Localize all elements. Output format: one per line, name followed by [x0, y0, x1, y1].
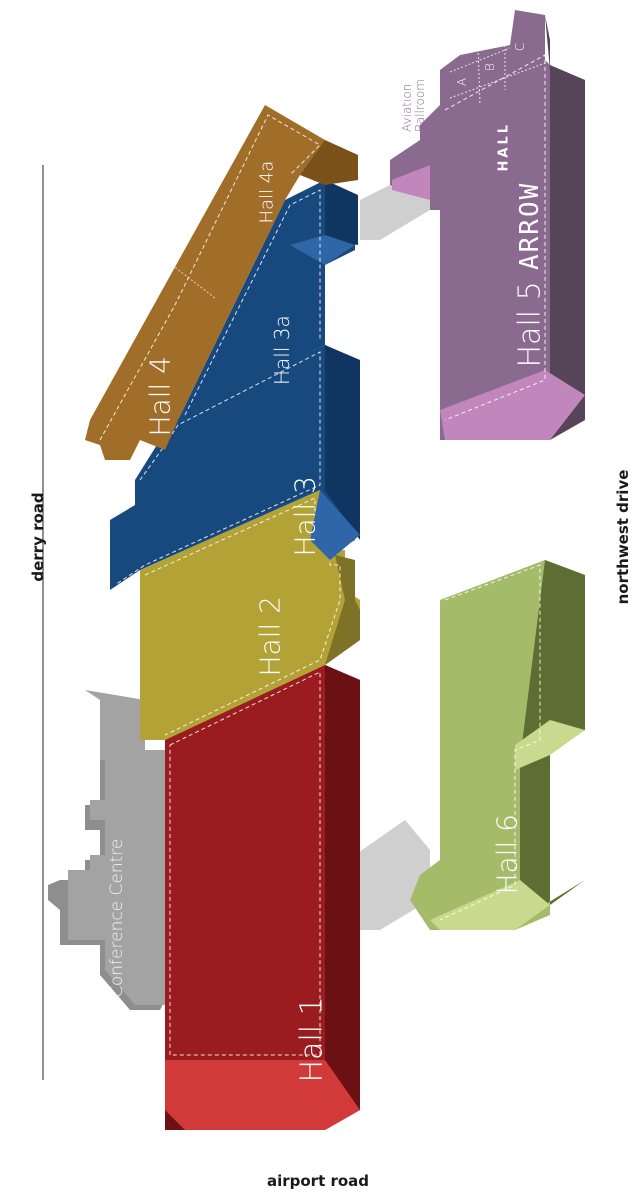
hall-2-label: Hall 2: [253, 596, 287, 677]
hall-5[interactable]: [390, 10, 585, 440]
hall-4a-label: Hall 4a: [256, 160, 278, 224]
room-c-label: C: [513, 42, 527, 52]
aviation-ballroom-label-1: Aviation: [400, 83, 414, 132]
conference-centre-label: Conference Centre: [107, 838, 127, 998]
hall-3-label: Hall 3: [288, 476, 322, 557]
hall-1-label: Hall 1: [294, 996, 330, 1083]
hall-1[interactable]: [165, 665, 360, 1130]
hall-4[interactable]: [85, 105, 358, 460]
arrow-hall-label-arrow: ARROW: [515, 181, 545, 270]
conference-centre[interactable]: [48, 690, 170, 1010]
hall-3a[interactable]: [178, 180, 358, 420]
hall-3a-label: Hall 3a: [270, 315, 294, 385]
hall-2[interactable]: [140, 490, 360, 740]
derry-road-label: derry road: [29, 492, 47, 582]
walkway-hall1-hall6: [355, 820, 430, 930]
hall-5-label: Hall 5: [512, 281, 548, 368]
airport-road-label: airport road: [266, 1172, 370, 1190]
northwest-drive-label: northwest drive: [614, 469, 632, 605]
arrow-hall-label-hall: HALL: [496, 121, 512, 172]
room-a-label: A: [455, 77, 469, 87]
aviation-ballroom-label-2: Ballroom: [413, 79, 427, 132]
hall-6[interactable]: [410, 560, 585, 930]
hall-6-label: Hall 6: [490, 814, 524, 895]
hall-4-label: Hall 4: [143, 356, 177, 437]
room-b-label: B: [483, 63, 497, 71]
